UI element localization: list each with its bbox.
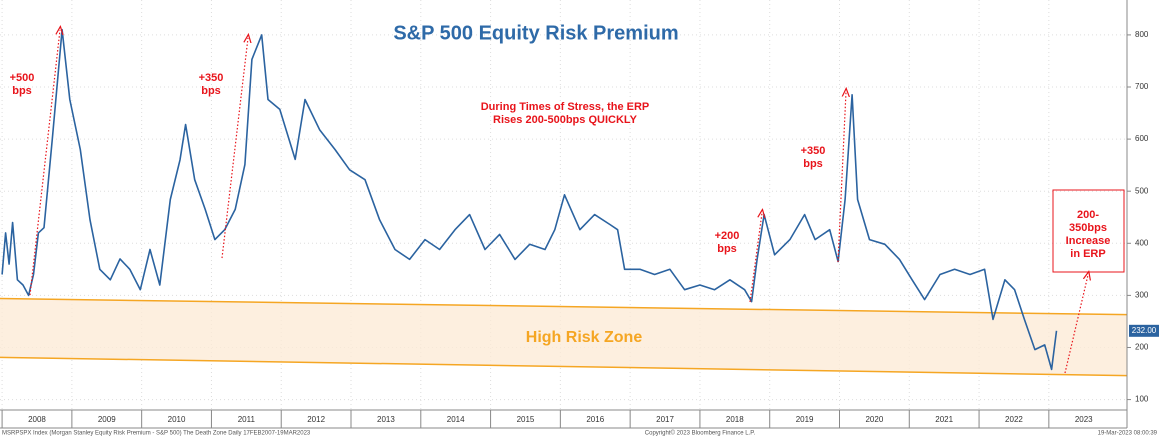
x-tick-label: 2009 — [98, 415, 116, 424]
x-tick-label: 2008 — [28, 415, 46, 424]
x-tick-label: 2013 — [377, 415, 395, 424]
plot — [1, 28, 1058, 371]
x-tick-label: 2017 — [656, 415, 674, 424]
x-tick-label: 2022 — [1005, 415, 1023, 424]
y-tick-label: 200 — [1135, 343, 1149, 352]
annotation: 200- — [1077, 209, 1099, 221]
x-tick-label: 2018 — [726, 415, 744, 424]
arrow — [837, 92, 846, 263]
series-line — [1, 28, 1058, 371]
y-tick-label: 800 — [1135, 30, 1149, 39]
annotation-box — [1052, 189, 1125, 273]
x-tick-label: 2014 — [447, 415, 465, 424]
arrow — [749, 213, 762, 303]
y-tick-label: 400 — [1135, 238, 1149, 247]
chart-title: S&P 500 Equity Risk Premium — [393, 22, 678, 44]
annotation: in ERP — [1070, 248, 1105, 260]
annotation: bps — [12, 85, 32, 97]
annotation: 350bps — [1069, 222, 1107, 234]
annotation: bps — [717, 243, 737, 255]
footer-left: MSRPSPX Index (Morgan Stanley Equity Ris… — [2, 431, 311, 437]
x-tick-label: 2016 — [586, 415, 604, 424]
x-tick-label: 2019 — [796, 415, 814, 424]
annotation: During Times of Stress, the ERP — [481, 101, 650, 113]
y-tick-label: 700 — [1135, 82, 1149, 91]
annotation: bps — [201, 85, 221, 97]
zone-upper — [0, 297, 1128, 316]
arrow — [29, 30, 60, 296]
zone-lower — [0, 356, 1128, 377]
arrow — [1064, 275, 1088, 374]
x-tick-label: 2015 — [517, 415, 535, 424]
annotation: +350 — [199, 72, 224, 84]
annotation: bps — [803, 158, 823, 170]
arrow — [221, 38, 248, 259]
x-tick-label: 2020 — [865, 415, 883, 424]
y-tick-label: 600 — [1135, 134, 1149, 143]
x-tick-label: 2021 — [935, 415, 953, 424]
annotation: Rises 200-500bps QUICKLY — [493, 114, 638, 126]
x-tick-label: 2010 — [168, 415, 186, 424]
y-tick-label: 300 — [1135, 290, 1149, 299]
x-tick-label: 2012 — [307, 415, 325, 424]
arrows — [29, 30, 1088, 374]
last-price-tag — [1129, 324, 1159, 337]
zone-label: High Risk Zone — [526, 329, 643, 346]
annotation: +200 — [715, 230, 740, 242]
annotation: Increase — [1066, 235, 1111, 247]
x-tick-label: 2023 — [1075, 415, 1093, 424]
footer-center: Copyright© 2023 Bloomberg Finance L.P. — [645, 430, 756, 437]
footer-right: 19-Mar-2023 08:00:39 — [1098, 431, 1158, 437]
y-tick-label: 500 — [1135, 186, 1149, 195]
x-tick-label: 2011 — [238, 415, 256, 424]
y-tick-label: 100 — [1135, 395, 1149, 404]
zone-fill — [0, 298, 1127, 376]
grid — [0, 0, 1127, 410]
annotation: +500 — [10, 72, 35, 84]
last-price-label: 232.00 — [1132, 326, 1157, 335]
annotation: +350 — [801, 145, 826, 157]
zone: High Risk Zone — [0, 297, 1128, 377]
footer: MSRPSPX Index (Morgan Stanley Equity Ris… — [2, 430, 1158, 437]
